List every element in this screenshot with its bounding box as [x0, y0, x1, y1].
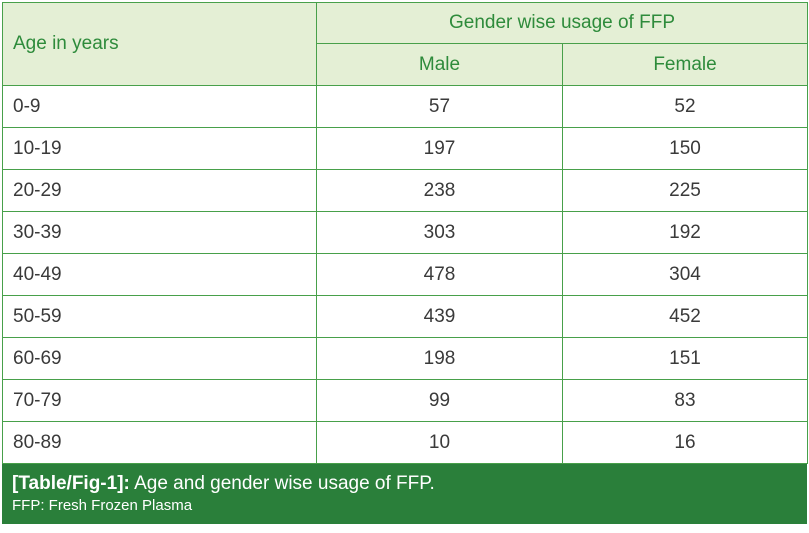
age-cell: 50-59	[2, 295, 317, 338]
gender-group-header: Gender wise usage of FFP	[316, 2, 808, 44]
age-cell: 70-79	[2, 379, 317, 422]
caption-label: [Table/Fig-1]:	[12, 473, 130, 494]
female-cell: 83	[562, 379, 808, 422]
ffp-usage-table: Age in years Gender wise usage of FFP Ma…	[2, 2, 808, 464]
male-cell: 99	[316, 379, 563, 422]
age-column-header: Age in years	[2, 2, 317, 86]
table-body: 0-9 57 52 10-19 197 150 20-29 238 225 30…	[2, 85, 808, 464]
male-cell: 238	[316, 169, 563, 212]
male-cell: 198	[316, 337, 563, 380]
male-cell: 303	[316, 211, 563, 254]
male-cell: 439	[316, 295, 563, 338]
table-row: 30-39 303 192	[2, 211, 808, 254]
male-column-header: Male	[316, 43, 563, 86]
female-cell: 225	[562, 169, 808, 212]
age-cell: 20-29	[2, 169, 317, 212]
table-row: 10-19 197 150	[2, 127, 808, 170]
age-cell: 60-69	[2, 337, 317, 380]
male-cell: 57	[316, 85, 563, 128]
caption-title: [Table/Fig-1]: Age and gender wise usage…	[12, 473, 797, 495]
table-row: 20-29 238 225	[2, 169, 808, 212]
male-cell: 10	[316, 421, 563, 464]
table-row: 50-59 439 452	[2, 295, 808, 338]
age-cell: 80-89	[2, 421, 317, 464]
caption-footnote: FFP: Fresh Frozen Plasma	[12, 497, 193, 514]
female-cell: 151	[562, 337, 808, 380]
age-cell: 0-9	[2, 85, 317, 128]
female-cell: 16	[562, 421, 808, 464]
female-cell: 304	[562, 253, 808, 296]
male-cell: 478	[316, 253, 563, 296]
table-row: 60-69 198 151	[2, 337, 808, 380]
female-cell: 52	[562, 85, 808, 128]
male-cell: 197	[316, 127, 563, 170]
female-cell: 452	[562, 295, 808, 338]
age-cell: 40-49	[2, 253, 317, 296]
table-header: Age in years Gender wise usage of FFP Ma…	[2, 2, 808, 86]
female-cell: 192	[562, 211, 808, 254]
age-cell: 10-19	[2, 127, 317, 170]
table-row: 80-89 10 16	[2, 421, 808, 464]
table-row: 40-49 478 304	[2, 253, 808, 296]
table-row: 70-79 99 83	[2, 379, 808, 422]
caption-text: Age and gender wise usage of FFP.	[134, 473, 435, 494]
table-row: 0-9 57 52	[2, 85, 808, 128]
female-column-header: Female	[562, 43, 808, 86]
female-cell: 150	[562, 127, 808, 170]
age-cell: 30-39	[2, 211, 317, 254]
table-caption: [Table/Fig-1]: Age and gender wise usage…	[2, 464, 807, 524]
